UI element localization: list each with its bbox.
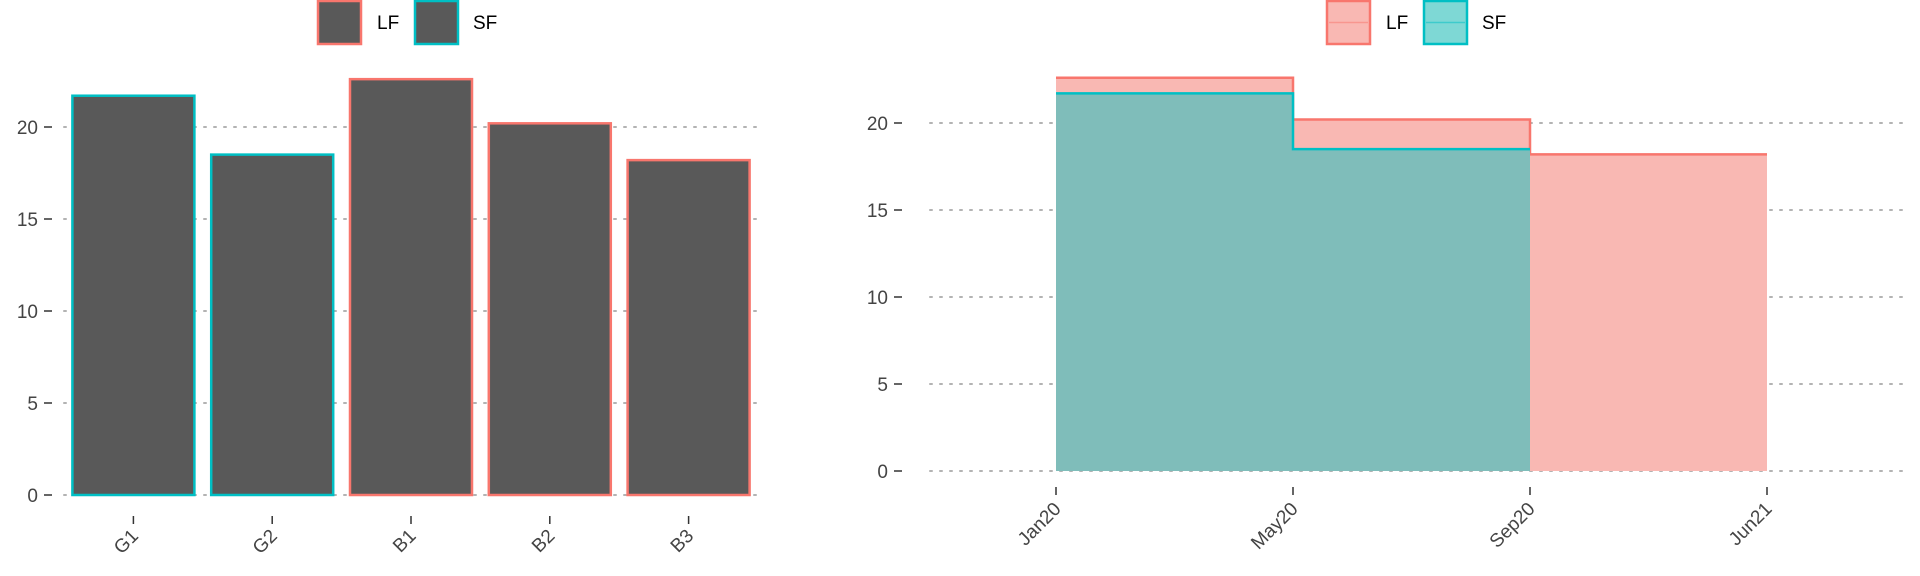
legend-label-lf: LF xyxy=(377,13,399,34)
legend-key-sf xyxy=(413,0,460,46)
bar-b3 xyxy=(626,158,751,497)
y-tick-label: 15 xyxy=(17,210,38,231)
legend-label-lf: LF xyxy=(1386,13,1408,34)
y-tick-label: 5 xyxy=(27,394,38,415)
bar-chart: LF SF 0 5 10 15 20 G1 G2 B1 B2 B3 xyxy=(17,0,759,558)
y-tick-label: 0 xyxy=(27,486,38,507)
y-tick-label: 0 xyxy=(877,462,888,483)
x-tick-label: B1 xyxy=(389,526,420,557)
area-chart-areas xyxy=(1056,76,1767,472)
step-area-chart: LF SF 0 5 10 15 20 Jan20 May20 Sep20 Jun21 xyxy=(867,0,1911,554)
legend-label-sf: SF xyxy=(473,13,497,34)
area-chart-x-axis: Jan20 May20 Sep20 Jun21 xyxy=(1014,487,1777,554)
x-tick-label: G1 xyxy=(110,526,143,559)
x-tick-label: G2 xyxy=(249,526,282,559)
x-tick-label: B2 xyxy=(528,526,559,557)
y-tick-label: 10 xyxy=(867,288,888,309)
x-tick-label: Sep20 xyxy=(1486,499,1540,553)
y-tick-label: 20 xyxy=(867,114,888,135)
series-sf-area xyxy=(1056,93,1530,472)
series-lf-line xyxy=(1056,76,1767,156)
bar-chart-legend: LF SF xyxy=(316,0,497,46)
y-tick-label: 5 xyxy=(877,375,888,396)
y-tick-label: 15 xyxy=(867,201,888,222)
bar-chart-bars xyxy=(71,77,751,497)
y-tick-label: 10 xyxy=(17,302,38,323)
bar-chart-x-axis: G1 G2 B1 B2 B3 xyxy=(110,516,698,558)
legend-label-sf: SF xyxy=(1482,13,1506,34)
y-tick-label: 20 xyxy=(17,118,38,139)
bar-b2 xyxy=(487,122,613,497)
x-tick-label: B3 xyxy=(667,526,698,557)
step-area-legend: LF SF xyxy=(1325,0,1506,46)
bar-chart-y-axis: 0 5 10 15 20 xyxy=(17,118,52,507)
legend-key-lf xyxy=(316,0,363,46)
x-tick-label: Jan20 xyxy=(1014,499,1065,550)
bar-g2 xyxy=(209,153,335,497)
x-tick-label: May20 xyxy=(1247,499,1302,554)
bar-b1 xyxy=(348,77,474,497)
area-chart-y-axis: 0 5 10 15 20 xyxy=(867,114,902,483)
bar-g1 xyxy=(71,94,196,497)
x-tick-label: Jun21 xyxy=(1725,499,1776,550)
series-sf-line xyxy=(1056,92,1530,151)
